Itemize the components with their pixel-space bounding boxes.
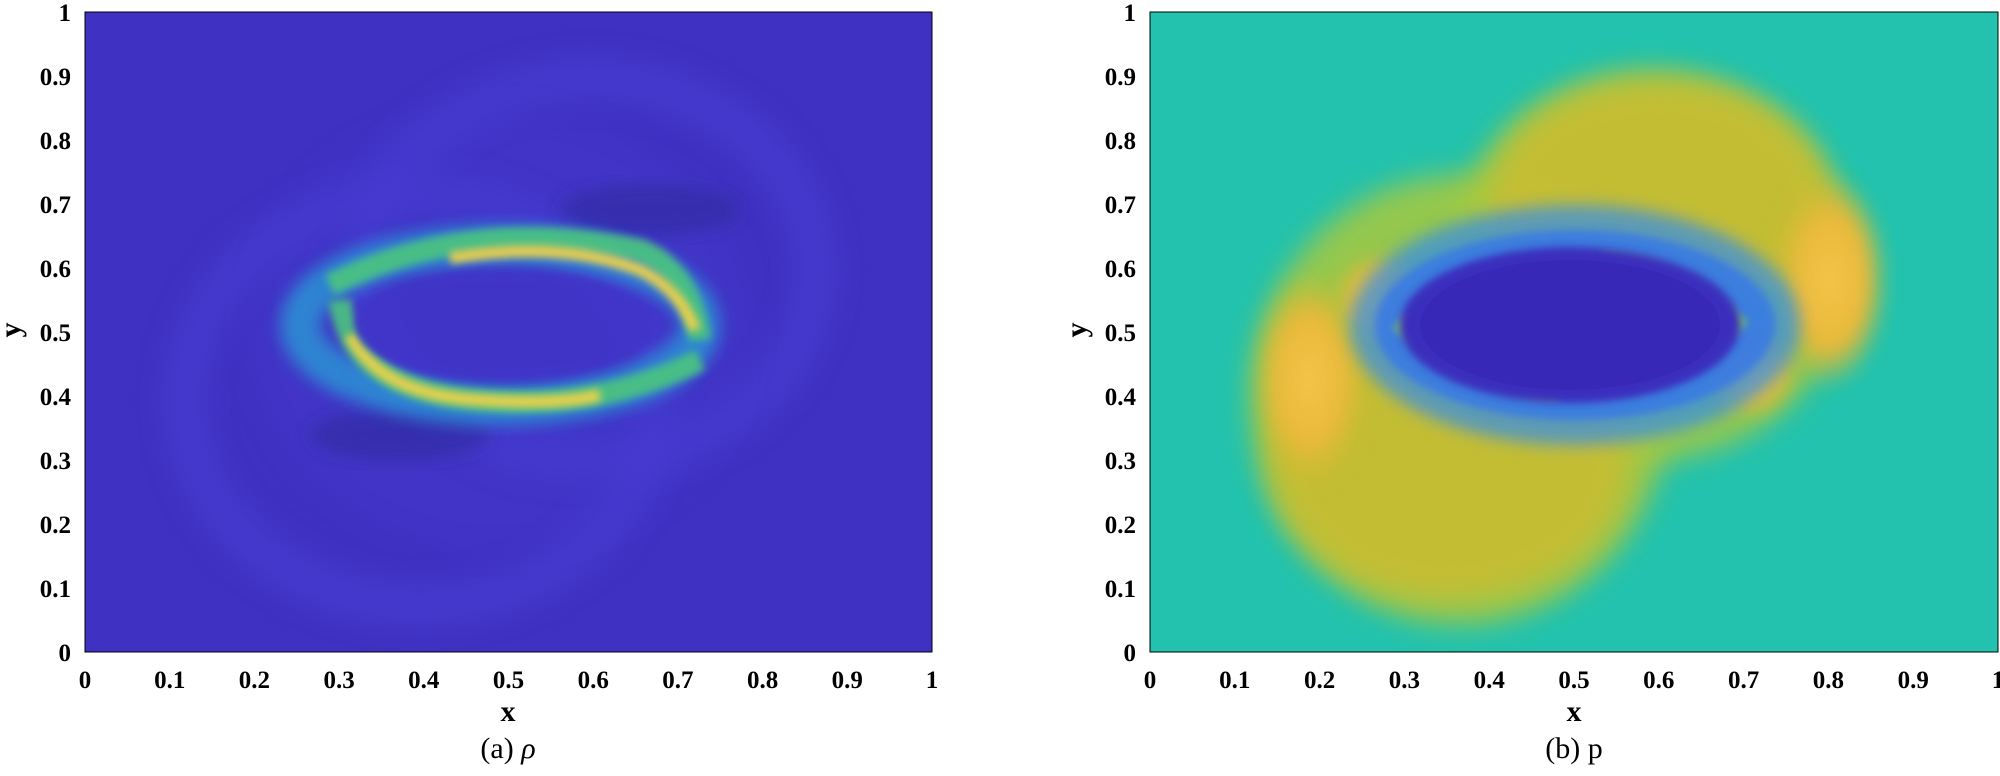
pressure-x-tick-label: 0.5 [1558, 667, 1589, 694]
pressure-x-tick-label: 0.7 [1728, 667, 1759, 694]
pressure-y-tick-label: 1 [1124, 0, 1137, 27]
density-x-tick-label: 0.3 [323, 667, 354, 694]
density-x-tick-label: 0.6 [578, 667, 609, 694]
pressure-heatmap-field [1250, 70, 1890, 625]
density-y-tick-label: 1 [59, 0, 72, 27]
density-x-tick-label: 0.7 [662, 667, 693, 694]
density-y-axis-label: y [0, 323, 27, 338]
density-x-tick-label: 0.8 [747, 667, 778, 694]
pressure-y-tick-label: 0.6 [1105, 256, 1136, 283]
density-panel: 0 0.1 0.2 0.3 0.4 0.5 0.6 0.7 0.8 0.9 1 0 0.1 0.2 0.3 0… [0, 0, 938, 765]
density-x-axis-label: x [501, 695, 516, 728]
density-x-tick-label: 0.5 [493, 667, 524, 694]
pressure-y-tick-label: 0.5 [1105, 320, 1136, 347]
pressure-caption: (b) p [1545, 732, 1602, 765]
pressure-y-tick-label: 0.1 [1105, 576, 1136, 603]
density-x-tick-label: 0.2 [239, 667, 270, 694]
pressure-y-tick-label: 0 [1124, 640, 1137, 667]
pressure-x-tick-label: 0 [1144, 667, 1157, 694]
density-x-tick-label: 0.1 [154, 667, 185, 694]
pressure-x-tick-label: 0.8 [1813, 667, 1844, 694]
density-y-tick-label: 0.8 [40, 128, 71, 155]
pressure-x-tick-label: 0.6 [1643, 667, 1674, 694]
pressure-y-tick-label: 0.7 [1105, 192, 1136, 219]
pressure-panel: 0 0.1 0.2 0.3 0.4 0.5 0.6 0.7 0.8 0.9 1 0 0.1 0.2 0.3 0… [1060, 0, 2000, 765]
density-x-tick-label: 0.4 [408, 667, 440, 694]
pressure-y-tick-label: 0.2 [1105, 512, 1136, 539]
pressure-x-tick-label: 1 [1992, 667, 2000, 694]
density-y-tick-label: 0.4 [40, 384, 72, 411]
pressure-x-tick-label: 0.9 [1898, 667, 1929, 694]
density-y-tick-label: 0 [59, 640, 72, 667]
density-axis-ticks: 0 0.1 0.2 0.3 0.4 0.5 0.6 0.7 0.8 0.9 1 0 0.1 0.2 0.3 0… [40, 0, 939, 694]
density-x-tick-label: 0 [79, 667, 92, 694]
pressure-x-tick-label: 0.2 [1304, 667, 1335, 694]
density-heatmap-field [165, 60, 835, 625]
density-y-tick-label: 0.9 [40, 64, 71, 91]
density-y-tick-label: 0.2 [40, 512, 71, 539]
pressure-x-tick-label: 0.1 [1219, 667, 1250, 694]
pressure-x-tick-label: 0.4 [1474, 667, 1506, 694]
pressure-y-tick-label: 0.9 [1105, 64, 1136, 91]
density-y-tick-label: 0.6 [40, 256, 71, 283]
density-y-tick-label: 0.1 [40, 576, 71, 603]
density-x-tick-label: 0.9 [832, 667, 863, 694]
density-y-tick-label: 0.3 [40, 448, 71, 475]
pressure-y-tick-label: 0.3 [1105, 448, 1136, 475]
density-y-tick-label: 0.5 [40, 320, 71, 347]
pressure-y-tick-label: 0.8 [1105, 128, 1136, 155]
density-y-tick-label: 0.7 [40, 192, 71, 219]
pressure-y-tick-label: 0.4 [1105, 384, 1137, 411]
pressure-y-axis-label: y [1060, 323, 1093, 338]
density-caption: (a) ρ [480, 732, 535, 765]
density-x-tick-label: 1 [926, 667, 939, 694]
pressure-axis-ticks: 0 0.1 0.2 0.3 0.4 0.5 0.6 0.7 0.8 0.9 1 0 0.1 0.2 0.3 0… [1105, 0, 2000, 694]
pressure-x-axis-label: x [1567, 695, 1582, 728]
pressure-x-tick-label: 0.3 [1389, 667, 1420, 694]
